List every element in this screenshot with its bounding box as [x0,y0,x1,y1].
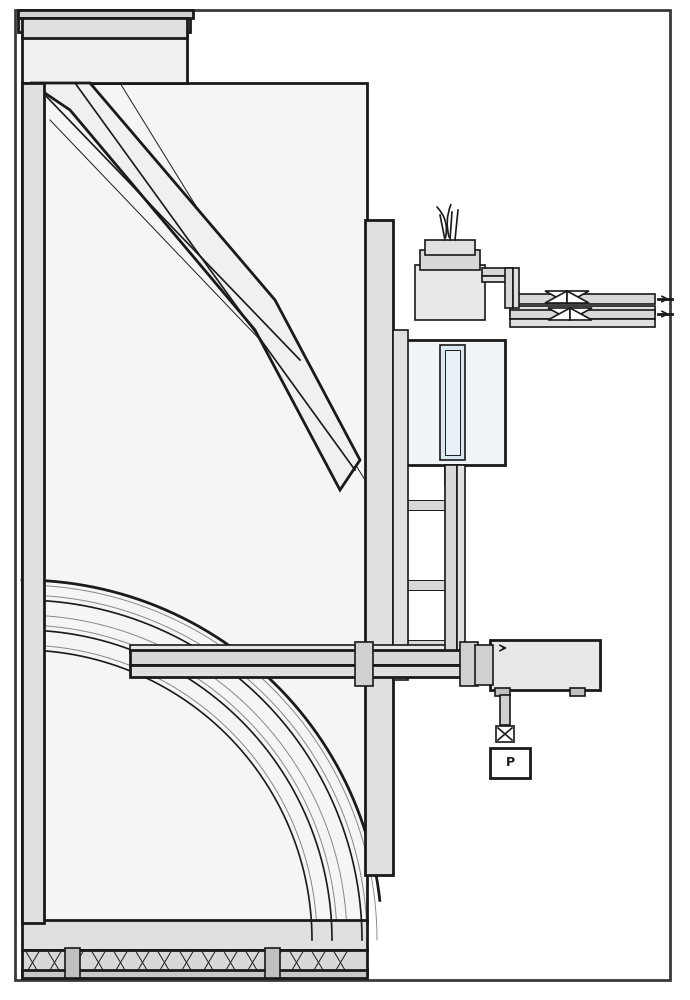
Bar [445,350,460,455]
Bar [513,268,519,308]
Bar [490,748,530,778]
Bar [22,83,367,923]
Bar [400,340,505,465]
Bar [482,268,512,276]
Bar [265,948,280,978]
Bar [22,18,187,83]
Bar [440,345,465,460]
Bar [365,220,393,875]
Bar [510,294,655,304]
Bar [22,18,187,38]
Bar [457,465,465,650]
Bar [500,695,510,725]
Bar [445,465,460,485]
Polygon shape [545,291,567,303]
Polygon shape [30,83,360,490]
Bar [445,465,457,650]
Bar [130,645,470,653]
Bar [460,642,478,686]
Bar [393,640,448,650]
Bar [393,580,448,590]
Bar [570,688,585,696]
Bar [18,14,190,32]
Bar [496,726,514,742]
Bar [401,390,504,464]
Bar [22,970,367,978]
Polygon shape [567,291,589,303]
Bar [415,265,485,320]
Bar [22,950,367,975]
Bar [425,240,475,255]
Bar [130,650,470,665]
Text: P: P [506,756,515,770]
Bar [420,250,480,270]
Polygon shape [570,308,592,320]
Bar [490,640,600,690]
Bar [18,10,193,18]
Bar [475,645,493,685]
Bar [393,340,448,350]
Bar [482,276,512,282]
Bar [130,665,470,677]
Bar [393,500,448,510]
Polygon shape [548,308,570,320]
Polygon shape [548,308,570,320]
Bar [510,310,655,319]
Bar [22,920,367,950]
Bar [393,420,448,430]
Bar [510,306,655,314]
Bar [22,83,44,923]
Bar [393,330,408,680]
Polygon shape [570,308,592,320]
Bar [510,319,655,327]
Bar [355,642,373,686]
Bar [65,948,80,978]
Polygon shape [545,291,567,303]
Bar [495,688,510,696]
Polygon shape [567,291,589,303]
Bar [505,268,513,308]
